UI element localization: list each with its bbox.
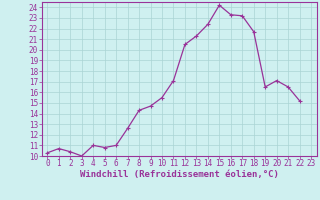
X-axis label: Windchill (Refroidissement éolien,°C): Windchill (Refroidissement éolien,°C) [80,170,279,179]
